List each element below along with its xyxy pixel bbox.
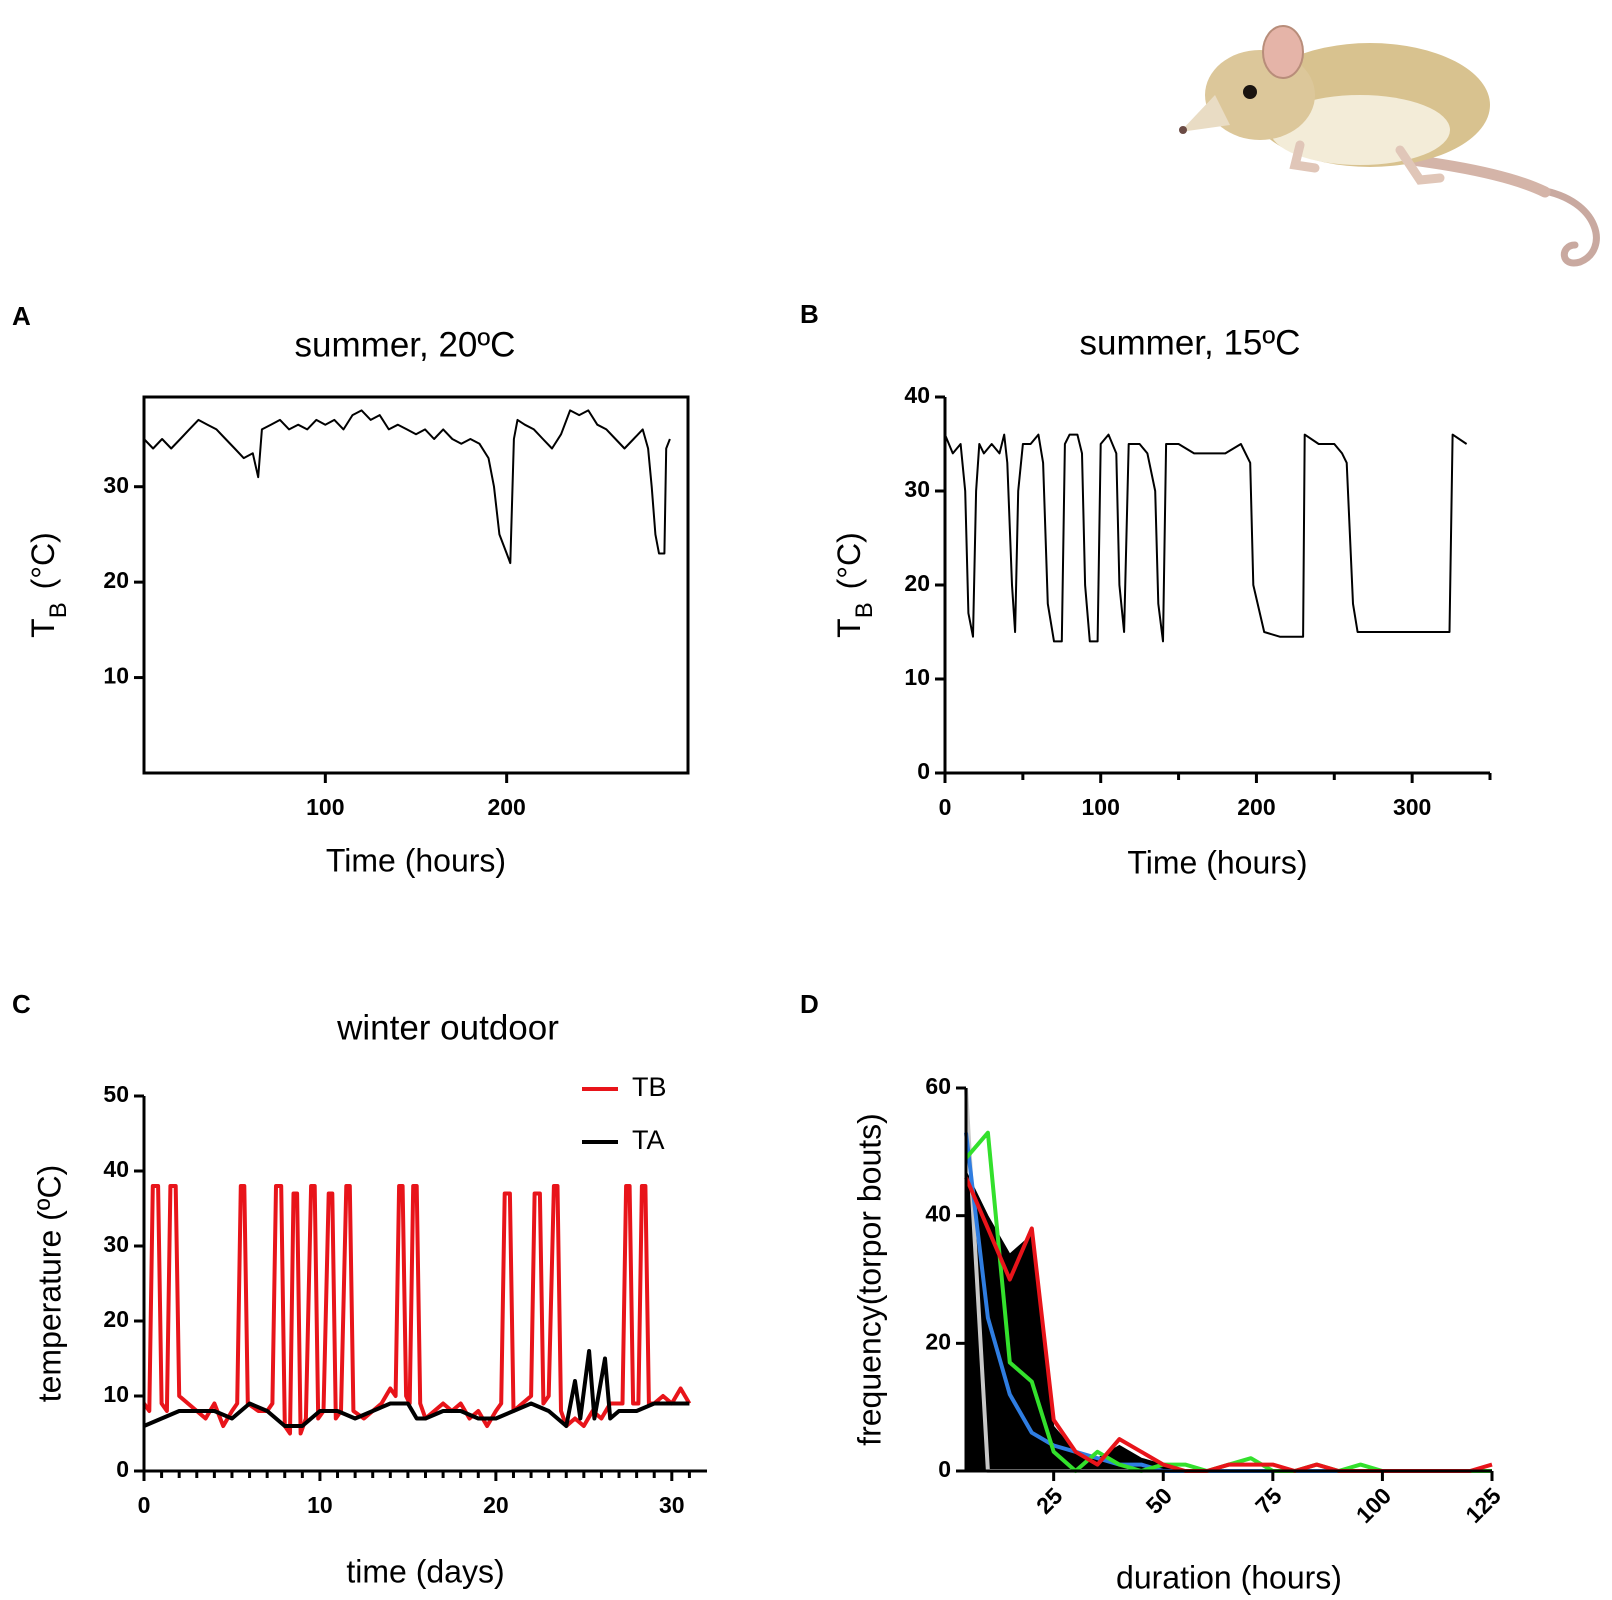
y-tick-label: 50 — [103, 1081, 129, 1107]
x-tick-label: 100 — [1351, 1482, 1397, 1528]
line — [143, 1349, 690, 1428]
y-tick-label: 20 — [904, 570, 930, 596]
y-tick-label: 20 — [103, 1306, 129, 1332]
y-axis-label-sub: B — [851, 602, 878, 618]
x-tick-label: 100 — [306, 794, 344, 820]
x-tick-label: 20 — [483, 1492, 509, 1518]
panel-label: A — [12, 301, 31, 331]
panel-label: D — [800, 989, 819, 1019]
y-axis-label: TB (°C) — [25, 532, 71, 638]
legend-label: TB — [632, 1072, 667, 1102]
x-tick-label: 0 — [138, 1492, 151, 1518]
y-tick-label: 10 — [904, 664, 930, 690]
y-tick-label: 40 — [103, 1156, 129, 1182]
x-tick-label: 300 — [1393, 794, 1431, 820]
y-tick-label: 40 — [904, 382, 930, 408]
x-axis-label: duration (hours) — [1116, 1559, 1342, 1595]
x-tick-label: 0 — [939, 794, 952, 820]
x-tick-label: 25 — [1031, 1482, 1068, 1519]
y-axis-label-rest: (°C) — [25, 532, 61, 598]
y-tick-label: 30 — [103, 1231, 129, 1257]
x-axis-label: Time (hours) — [326, 842, 506, 878]
x-tick-label: 75 — [1250, 1482, 1287, 1519]
y-axis-label: frequency(torpor bouts) — [851, 1113, 887, 1446]
y-axis-label-sub: B — [45, 602, 72, 618]
line — [944, 433, 1468, 643]
y-tick-label: 10 — [103, 663, 129, 689]
y-axis-label-main: T — [831, 618, 867, 638]
y-tick-label: 10 — [103, 1381, 129, 1407]
panel-label: C — [12, 989, 31, 1019]
chart-title: winter outdoor — [336, 1008, 559, 1047]
line — [964, 1130, 1492, 1473]
y-tick-label: 60 — [925, 1073, 951, 1099]
x-tick-label: 125 — [1460, 1482, 1506, 1528]
panel-label: B — [800, 299, 819, 329]
y-tick-label: 20 — [103, 567, 129, 593]
legend-label: TA — [632, 1125, 665, 1155]
y-tick-label: 40 — [925, 1201, 951, 1227]
y-tick-label: 0 — [917, 758, 930, 784]
x-axis-label: time (days) — [346, 1553, 504, 1589]
line — [143, 409, 671, 565]
x-tick-label: 10 — [307, 1492, 333, 1518]
plot-frame — [142, 395, 690, 775]
x-tick-label: 100 — [1082, 794, 1120, 820]
chart-title: summer, 20ºC — [295, 325, 516, 364]
y-tick-label: 0 — [116, 1456, 129, 1482]
opossum-illustration — [1179, 25, 1600, 267]
y-axis-label: TB (°C) — [831, 532, 877, 638]
y-tick-label: 30 — [904, 476, 930, 502]
y-tick-label: 0 — [938, 1456, 951, 1482]
x-tick-label: 30 — [659, 1492, 685, 1518]
x-axis-label: Time (hours) — [1127, 844, 1307, 880]
y-axis-label-main: T — [25, 618, 61, 638]
y-tick-label: 30 — [103, 472, 129, 498]
x-tick-label: 200 — [487, 794, 525, 820]
chart-title: summer, 15ºC — [1080, 323, 1301, 362]
x-tick-label: 50 — [1141, 1482, 1177, 1518]
y-axis-label: temperature (ºC) — [31, 1165, 67, 1403]
y-tick-label: 20 — [925, 1328, 951, 1354]
y-axis-label-rest: (°C) — [831, 532, 867, 598]
x-tick-label: 200 — [1237, 794, 1275, 820]
